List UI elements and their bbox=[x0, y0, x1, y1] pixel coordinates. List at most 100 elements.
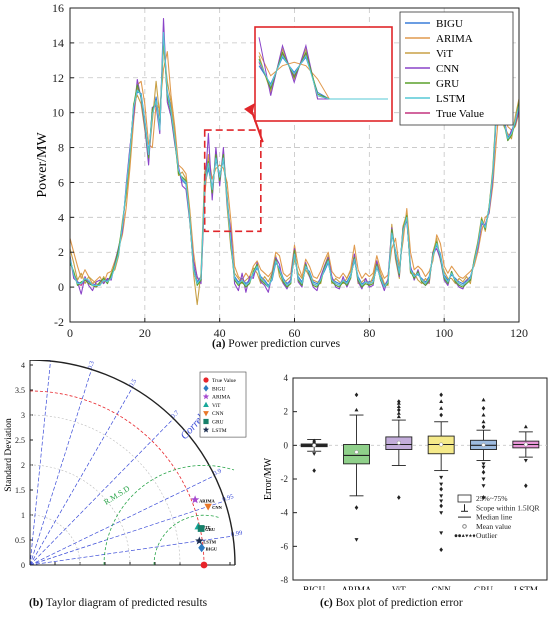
c-outlier bbox=[354, 407, 359, 412]
b-point-label: LSTM bbox=[203, 539, 217, 544]
c-outlier bbox=[312, 438, 316, 444]
a-inset-series-group bbox=[258, 37, 388, 100]
b-correlation-tick-label: 0.3 bbox=[87, 360, 96, 370]
c-mean-dot bbox=[312, 443, 317, 448]
c-xtick-label: ViT bbox=[392, 585, 406, 590]
b-point-lstm bbox=[195, 536, 204, 545]
b-correlation-ray bbox=[29, 418, 174, 566]
a-zoom-arrow-head bbox=[244, 103, 255, 115]
c-ytick-label: 2 bbox=[284, 407, 289, 417]
b-legend-label: LSTM bbox=[212, 428, 227, 434]
c-outlier bbox=[481, 397, 486, 402]
caption-b: (b) Taylor diagram of predicted results bbox=[29, 597, 207, 609]
c-ytick-label: -2 bbox=[281, 474, 289, 484]
c-outlier bbox=[524, 483, 528, 489]
b-legend-marker bbox=[202, 426, 210, 433]
c-xtick-label: ARIMA bbox=[341, 585, 372, 590]
c-outlier bbox=[481, 419, 486, 424]
b-point-label: ARIMA bbox=[199, 498, 215, 503]
c-xtick-label: LSTM bbox=[514, 585, 538, 590]
a-series-group bbox=[69, 17, 520, 306]
c-outlier bbox=[439, 475, 444, 480]
a-inset-frame bbox=[254, 26, 393, 122]
c-mean-dot bbox=[523, 442, 528, 447]
caption-c-letter: (c) bbox=[320, 597, 333, 609]
c-ticks: -8 -6 -4 -2 0 2 4 bbox=[281, 373, 297, 585]
b-ytick-label: 2.5 bbox=[15, 436, 25, 445]
a-ytick-label: 4 bbox=[58, 210, 64, 224]
c-legend-symbol-outlier bbox=[454, 534, 458, 538]
c-box-gru bbox=[470, 397, 497, 500]
b-ytick-label: 3 bbox=[21, 411, 25, 420]
caption-b-text: Taylor diagram of predicted results bbox=[43, 597, 208, 609]
b-radial-ticks: 0 0.5 1 1.5 2 2.5 3 3.5 4 bbox=[15, 361, 33, 570]
b-correlation-ray bbox=[29, 360, 51, 566]
b-correlation-tick-label: 0.95 bbox=[222, 493, 235, 503]
a-ytick-label: 0 bbox=[58, 280, 64, 294]
b-correlation-tick-label: 0.99 bbox=[231, 530, 243, 539]
a-ytick-label: 8 bbox=[58, 141, 64, 155]
c-xtick-label: BIGU bbox=[303, 585, 325, 590]
c-box-cnn bbox=[427, 392, 455, 553]
b-point-arima bbox=[190, 495, 200, 504]
b-legend-marker bbox=[203, 377, 209, 383]
b-std-arc bbox=[29, 414, 181, 566]
c-outlier bbox=[481, 465, 486, 470]
c-ytick-label: -4 bbox=[281, 508, 289, 518]
a-ytick-label: -2 bbox=[54, 315, 64, 329]
c-legend-label: Outlier bbox=[476, 531, 498, 540]
c-outlier bbox=[481, 462, 486, 467]
b-rmsd-contour bbox=[153, 514, 220, 566]
c-outlier bbox=[439, 511, 444, 515]
c-outlier bbox=[396, 411, 401, 415]
b-ytick-label: 0.5 bbox=[15, 536, 25, 545]
b-correlation-tick-label: 0.5 bbox=[128, 378, 138, 389]
c-outlier bbox=[439, 494, 444, 498]
a-zoom-arrow-line bbox=[250, 108, 264, 143]
c-outlier bbox=[439, 406, 444, 410]
b-legend-label: CNN bbox=[212, 411, 224, 417]
c-outlier bbox=[481, 495, 486, 500]
b-ytick-label: 3.5 bbox=[15, 386, 25, 395]
a-ytick-label: 2 bbox=[58, 245, 64, 259]
b-ytick-label: 2 bbox=[21, 461, 25, 470]
c-outlier bbox=[439, 399, 444, 404]
c-legend-label: Mean value bbox=[476, 522, 512, 531]
b-correlation-tick-label: 0.9 bbox=[212, 468, 222, 478]
c-outlier bbox=[481, 412, 486, 417]
c-legend-symbol-outlier bbox=[468, 533, 473, 538]
a-xtick-label: 40 bbox=[214, 326, 226, 338]
c-outlier bbox=[397, 495, 401, 500]
a-ytick-label: 16 bbox=[52, 1, 64, 15]
b-legend: True Value BIGU ARIMA ViT CNN GRU LSTM bbox=[199, 371, 247, 438]
a-ytick-label: 12 bbox=[52, 71, 64, 85]
a-series-line-lstm bbox=[69, 31, 520, 288]
c-mean-dot bbox=[439, 442, 444, 447]
b-point-true-value bbox=[200, 561, 208, 569]
b-ytick-label: 4 bbox=[21, 361, 25, 370]
b-std-arc bbox=[29, 464, 131, 566]
a-zoom-window bbox=[203, 129, 262, 233]
b-ytick-label: 1 bbox=[21, 511, 25, 520]
b-correlation-ray bbox=[29, 500, 225, 566]
c-outlier bbox=[481, 424, 486, 430]
caption-a-text: Power prediction curves bbox=[225, 338, 341, 350]
b-legend-label: BIGU bbox=[212, 386, 225, 392]
a-y-axis-label: Power/MW bbox=[35, 132, 50, 198]
caption-a-letter: (a) bbox=[212, 338, 226, 350]
b-point-cnn bbox=[204, 503, 212, 511]
c-y-axis-label: Error/MW bbox=[263, 457, 274, 500]
a-legend-label: CNN bbox=[436, 63, 459, 75]
a-ytick-label: 6 bbox=[58, 175, 64, 189]
taylor-diagram: 00.511.522.533.540.10.30.50.70.90.950.99… bbox=[0, 360, 250, 590]
c-outlier bbox=[312, 452, 317, 456]
a-legend-label: LSTM bbox=[436, 93, 466, 105]
b-ytick-label: 1.5 bbox=[15, 486, 25, 495]
c-outlier bbox=[396, 404, 401, 409]
c-outlier bbox=[439, 486, 443, 492]
b-legend-label: True Value bbox=[212, 378, 237, 384]
a-legend-label: BIGU bbox=[436, 18, 463, 30]
c-box-vit bbox=[385, 399, 413, 500]
b-point-label: GRU bbox=[205, 527, 216, 532]
c-box-arima bbox=[343, 392, 370, 542]
